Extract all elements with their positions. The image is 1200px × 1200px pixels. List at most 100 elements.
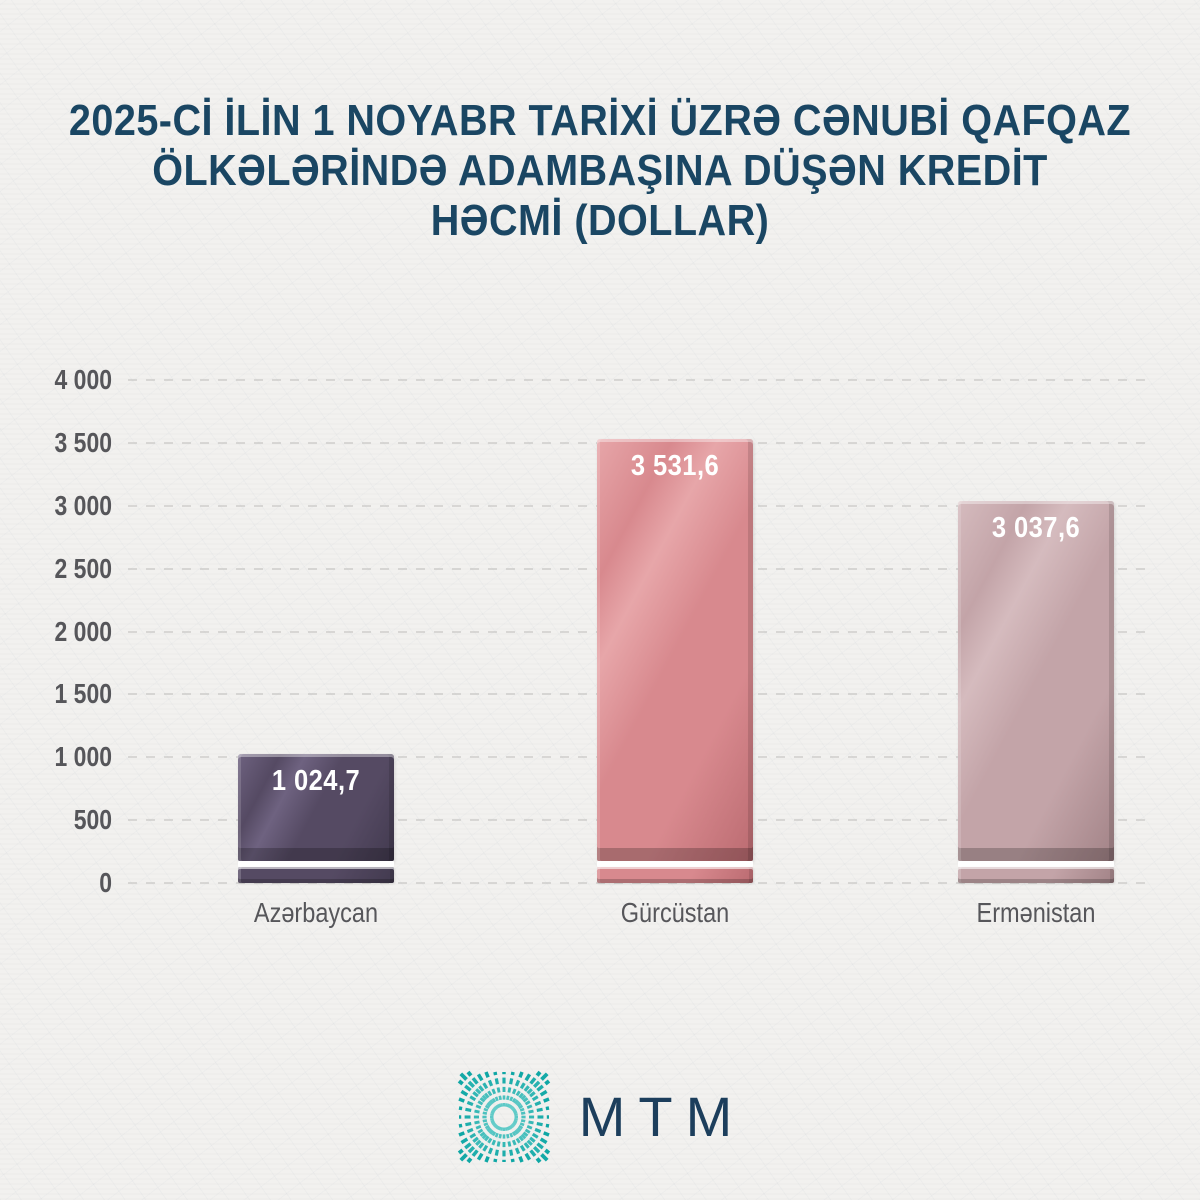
logo-dash [484,1071,490,1078]
logo-dash [526,1139,533,1146]
bar-base-gap [597,861,753,867]
logo-dash [477,1142,485,1149]
logo-dash [534,1100,541,1107]
logo-dash [524,1073,531,1082]
logo-dash [460,1089,468,1097]
logo-dash [494,1078,499,1085]
logo-dash [506,1103,511,1108]
logo-dash [476,1152,484,1161]
logo-dash [542,1097,550,1103]
logo-dash [486,1090,493,1097]
logo-dash [508,1149,513,1156]
logo-dash [519,1082,526,1090]
logo-dash [507,1087,512,1093]
bar-pedestal [238,867,394,883]
logo-dash [460,1137,468,1145]
logo-dash [494,1149,499,1156]
logo-dash [489,1113,494,1117]
logo-dash [457,1148,464,1155]
x-category-label: Gürcüstan [620,897,730,928]
logo-dash [508,1104,512,1109]
logo-dash [479,1131,486,1137]
logo-dash [491,1139,496,1146]
logo-dash [532,1080,541,1089]
logo-dash [491,1108,496,1113]
chart-title-line: 2025-Cİ İLİN 1 NOYABR TARİXİ ÜZRƏ CƏNUBİ… [68,96,1132,145]
logo-dash [484,1124,490,1130]
logo-dash [486,1126,491,1132]
logo-dash [473,1109,480,1114]
logo-dash [498,1095,502,1101]
logo-dash [482,1111,487,1115]
logo-dash [469,1132,476,1139]
logo-dash [463,1084,472,1092]
bar-base-gap [238,861,394,867]
logo-dash [545,1123,550,1128]
logo-dash [487,1079,493,1087]
logo-dash [526,1104,533,1110]
logo-dash [506,1126,511,1131]
gridline [128,379,1150,381]
logo-dash [474,1088,482,1095]
logo-dash [511,1088,517,1095]
logo-dash [510,1071,515,1076]
logo-dash [487,1100,493,1106]
logo-dash [472,1091,479,1098]
logo-dash [483,1135,490,1142]
logo-dash [491,1088,496,1095]
logo-dash [496,1141,501,1147]
logo-dash [482,1144,488,1152]
logo-dash [514,1079,520,1087]
logo-dash [477,1128,483,1134]
y-tick-label: 1 000 [54,741,112,773]
logo-dash [523,1142,530,1149]
logo-dash [497,1103,501,1108]
logo-dash [491,1121,496,1126]
logo-dash [526,1088,533,1095]
logo-dash [520,1133,527,1140]
logo-dash [528,1091,536,1098]
logo-dash [490,1119,495,1124]
logo-dash [531,1095,539,1102]
gridline [128,882,1150,884]
logo-dash [499,1103,503,1107]
logo-dash [515,1100,520,1106]
logo-dash [513,1099,519,1105]
logo-dash [498,1133,502,1139]
logo-dash [494,1105,499,1110]
logo-dash [491,1131,496,1137]
logo-dash [527,1120,534,1125]
y-tick-label: 3 500 [54,426,112,458]
logo-dash [543,1148,550,1155]
logo-dash [527,1109,534,1114]
logo-dash [484,1156,490,1163]
logo-dash [463,1142,472,1150]
logo-dash [536,1107,543,1112]
logo-dash [493,1158,498,1163]
logo-dash [476,1073,484,1082]
logo-dash [458,1123,463,1128]
logo-dash [514,1147,520,1155]
logo-dash [518,1071,524,1078]
bar-value-label: 3 037,6 [991,512,1081,545]
logo-dash [508,1132,513,1138]
x-category-label: Ermənistan [976,897,1096,928]
logo-dash [474,1139,482,1146]
logo-dash [510,1106,515,1111]
x-category-label: Azərbaycan [253,897,379,928]
logo-dash [539,1072,549,1081]
logo-dash [532,1145,541,1154]
logo-dash [471,1077,479,1085]
logo-dash [524,1152,531,1161]
logo-dash [483,1122,489,1127]
logo-dash [472,1136,479,1143]
logo-dash [483,1107,489,1112]
logo-dash [486,1102,491,1108]
logo-dash [505,1095,510,1101]
logo-dash [495,1125,500,1130]
logo-dash [534,1127,541,1134]
logo-dash [499,1127,503,1131]
logo-dash [523,1085,530,1092]
logo-dash [519,1107,525,1112]
logo-dash [536,1142,544,1150]
